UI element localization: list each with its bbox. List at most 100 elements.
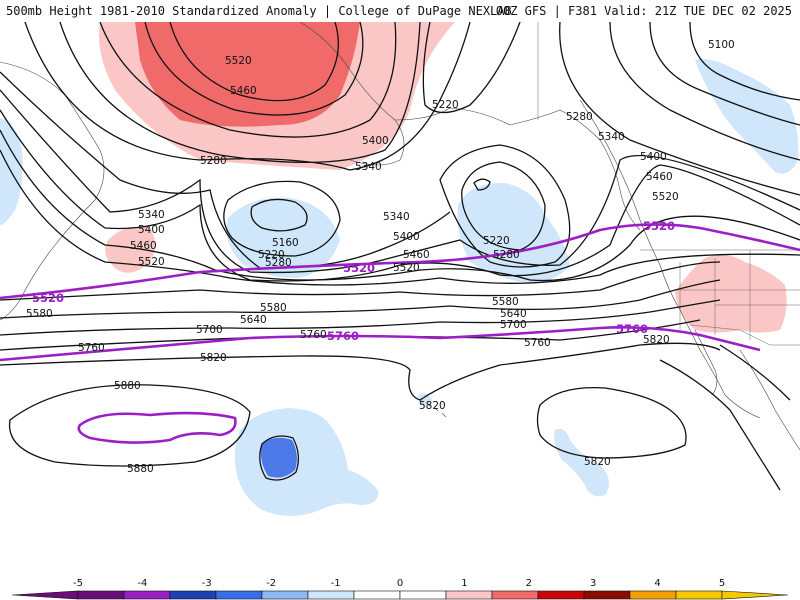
contour-label: 5220 xyxy=(258,249,285,261)
colorbar-segment xyxy=(445,590,493,600)
contour-label: 5400 xyxy=(362,135,389,147)
map: 5520 5460 5400 5220 5280 5340 5100 5280 … xyxy=(0,22,800,516)
colorbar-tick-label: -5 xyxy=(73,578,83,589)
anomaly-positive-dark xyxy=(135,22,360,127)
contour-5460 xyxy=(0,129,800,282)
contour-low-east-small xyxy=(473,178,491,191)
contour-south-flow xyxy=(659,344,791,491)
colorbar-segment xyxy=(583,590,631,600)
colorbar-segment xyxy=(307,590,355,600)
colorbar-tick-label: 3 xyxy=(590,578,596,589)
contour-5700 xyxy=(0,299,721,336)
contour-label: 5460 xyxy=(646,171,673,183)
contour-5460-north xyxy=(169,22,339,102)
colorbar-segment xyxy=(537,590,585,600)
colorbar-segment xyxy=(629,590,677,600)
colorbar-segment xyxy=(399,590,447,600)
contour-label: 5820 xyxy=(419,400,446,412)
contour-label: 5880 xyxy=(114,380,141,392)
colorbar-tick-label: -1 xyxy=(331,578,341,589)
contour-label: 5580 xyxy=(260,302,287,314)
contour-low-west-5160 xyxy=(250,198,308,232)
anomaly-negative-light xyxy=(695,58,799,174)
colorbar-segments xyxy=(77,590,723,600)
contour-5340-north xyxy=(59,22,421,164)
contour-low-east-5280 xyxy=(439,144,571,268)
contour-label: 5400 xyxy=(138,224,165,236)
contour-label: 5520 xyxy=(225,55,252,67)
contour-label: 5700 xyxy=(196,324,223,336)
colorbar-tick-label: -4 xyxy=(137,578,147,589)
contour-label: 5520 xyxy=(138,256,165,268)
contour-5820-small-ring xyxy=(259,435,300,481)
contour-label: 5280 xyxy=(265,257,292,269)
contour-label: 5220 xyxy=(432,99,459,111)
contour-label: 5460 xyxy=(403,249,430,261)
contour-label: 5460 xyxy=(130,240,157,252)
contour-5400-north xyxy=(99,22,397,138)
colorbar-segment xyxy=(675,590,723,600)
contour-label: 5820 xyxy=(584,456,611,468)
contour-5220-ne xyxy=(609,22,800,161)
contour-label: 5460 xyxy=(230,85,257,97)
contour-5880-ring xyxy=(8,384,251,467)
contour-5640 xyxy=(0,279,721,319)
contour-5100-ne xyxy=(689,22,800,101)
anomaly-negative-light xyxy=(226,197,340,278)
colorbar-right-arrow xyxy=(721,590,789,600)
colorbar-tick-label: -3 xyxy=(202,578,212,589)
contour-5340 xyxy=(0,89,800,274)
contour-5160-ne xyxy=(649,22,800,126)
contour-label: 5520 xyxy=(652,191,679,203)
contour-label-highlight: 5520 xyxy=(343,261,375,275)
contour-label: 5700 xyxy=(500,319,527,331)
contour-label: 5760 xyxy=(78,342,105,354)
contour-label: 5340 xyxy=(598,131,625,143)
colorbar-segment xyxy=(169,590,217,600)
anomaly-negative-dark xyxy=(260,437,297,478)
colorbar-segment xyxy=(353,590,401,600)
contour-label: 5400 xyxy=(393,231,420,243)
contour-5280-north xyxy=(24,22,471,171)
contour-label: 5400 xyxy=(640,151,667,163)
contour-5820 xyxy=(0,342,721,401)
contour-5820-ring xyxy=(536,386,687,459)
contour-label: 5880 xyxy=(127,463,154,475)
contour-5520-highlight xyxy=(0,223,800,300)
header: 500mb Height 1981-2010 Standardized Anom… xyxy=(0,0,800,22)
contour-label-highlight: 5520 xyxy=(32,291,64,305)
colorbar-segment xyxy=(261,590,309,600)
contour-label: 5280 xyxy=(566,111,593,123)
anomaly-shading xyxy=(0,22,799,516)
colorbar-tick-label: 4 xyxy=(654,578,660,589)
colorbar-tick-label: 1 xyxy=(461,578,467,589)
colorbar-tick-labels: -5 -4 -3 -2 -1 0 1 2 3 4 5 xyxy=(73,578,725,589)
coastline-bc xyxy=(579,99,761,419)
title-left: 500mb Height 1981-2010 Standardized Anom… xyxy=(6,4,512,18)
contour-label-highlight: 5760 xyxy=(616,322,648,336)
colorbar-segment xyxy=(123,590,171,600)
colorbar-segment xyxy=(215,590,263,600)
contour-label-highlight: 5760 xyxy=(327,329,359,343)
contour-5580 xyxy=(0,261,721,301)
anomaly-negative-light xyxy=(234,408,379,516)
contour-label: 5220 xyxy=(483,235,510,247)
contour-label: 5760 xyxy=(524,337,551,349)
colorbar-segment xyxy=(77,590,125,600)
contour-label: 5280 xyxy=(200,155,227,167)
contour-label: 5340 xyxy=(138,209,165,221)
contour-label: 5100 xyxy=(708,39,735,51)
anomaly-negative-light xyxy=(418,393,432,406)
anomaly-negative-light xyxy=(554,428,609,497)
contour-5220-north xyxy=(422,22,521,114)
contour-low-east-5220 xyxy=(461,161,546,251)
contour-label: 5340 xyxy=(355,161,382,173)
contour-labels: 5520 5460 5400 5220 5280 5340 5100 5280 … xyxy=(26,39,735,475)
contour-5880-highlight xyxy=(77,411,237,444)
contour-label: 5640 xyxy=(240,314,267,326)
colorbar-left-arrow xyxy=(11,590,79,600)
contour-label: 5340 xyxy=(383,211,410,223)
colorbar: -5 -4 -3 -2 -1 0 1 2 3 4 5 xyxy=(11,578,789,600)
contour-label-highlight: 5520 xyxy=(643,219,675,233)
contour-label: 5760 xyxy=(300,329,327,341)
